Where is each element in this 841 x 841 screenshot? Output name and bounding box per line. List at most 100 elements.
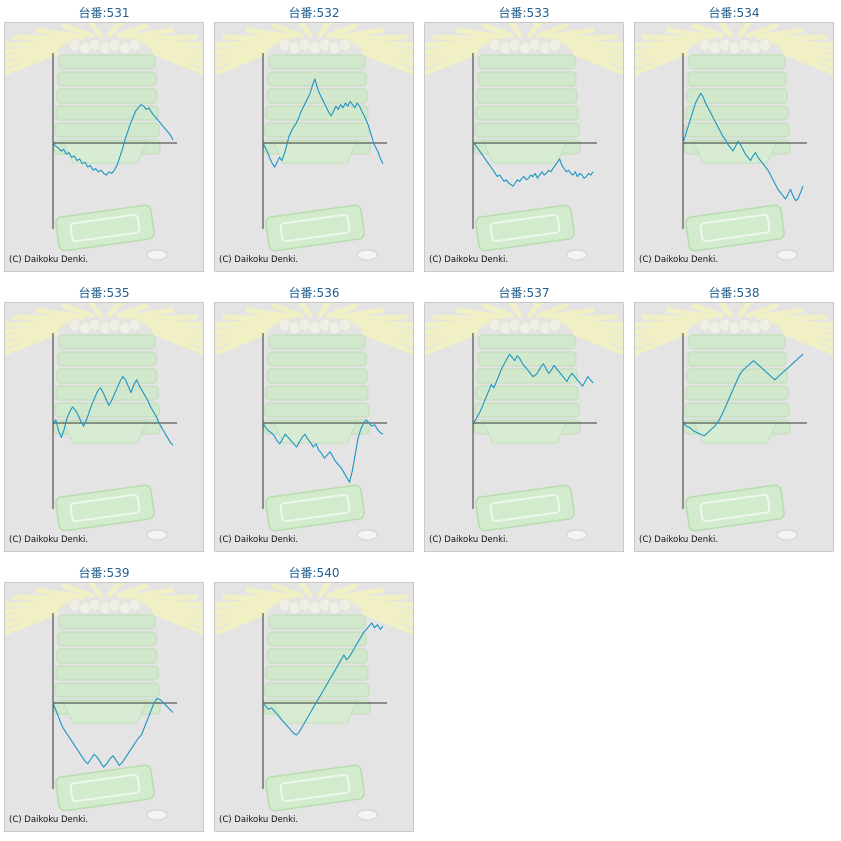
sun-ray	[635, 330, 688, 356]
copyright-text: (C) Daikoku Denki.	[639, 535, 719, 545]
sun-ray	[326, 583, 359, 599]
chart-frame: (C) Daikoku Denki.	[424, 302, 624, 552]
chart-panel: 台番:535 (C) Daikoku Denki.	[2, 280, 206, 556]
machine-slab	[264, 402, 370, 418]
sun-ray	[781, 47, 833, 68]
ornament-dot	[128, 38, 142, 52]
machine-slab	[266, 648, 368, 664]
sun-ray	[455, 27, 506, 40]
sun-ray	[5, 598, 71, 608]
chart-panel: 台番:540 (C) Daikoku Denki.	[212, 560, 416, 836]
sun-ray	[334, 27, 385, 40]
chart-panel: 台番:539 (C) Daikoku Denki.	[2, 560, 206, 836]
chart-title: 台番:538	[708, 286, 760, 300]
sun-ray	[425, 43, 481, 62]
machine-slab	[685, 105, 789, 121]
sun-ray	[425, 47, 479, 69]
sun-ray	[149, 603, 203, 621]
sun-ray	[342, 594, 408, 602]
machine-slab	[264, 122, 370, 138]
sun-ray	[569, 43, 623, 61]
machine-slab	[476, 88, 578, 104]
chart-panel: 台番:536 (C) Daikoku Denki.	[212, 280, 416, 556]
sun-ray	[349, 318, 413, 328]
sun-ray	[12, 314, 78, 322]
sun-ray	[691, 303, 724, 319]
sun-ray	[298, 583, 313, 598]
sun-ray	[215, 330, 268, 356]
sun-ray	[5, 323, 61, 342]
machine-slab	[58, 54, 156, 70]
sun-ray	[779, 323, 833, 341]
sun-ray	[139, 318, 203, 328]
sun-ray	[754, 27, 805, 40]
machine-bowl	[482, 140, 568, 164]
chart-title: 台番:533	[498, 6, 550, 20]
sun-ray	[508, 303, 523, 318]
sun-ray	[5, 603, 61, 622]
sun-ray	[222, 314, 288, 322]
machine-slab	[57, 351, 157, 367]
sun-ray	[635, 41, 695, 55]
sun-ray	[215, 321, 275, 335]
sun-ray	[107, 303, 122, 318]
machine-slab	[58, 614, 156, 630]
sun-ray	[107, 23, 122, 38]
copyright-text: (C) Daikoku Denki.	[639, 255, 719, 265]
sun-ray	[5, 38, 71, 48]
series-line	[52, 697, 174, 768]
machine-slab	[688, 54, 786, 70]
sun-ray	[361, 327, 413, 348]
machine-slab	[685, 385, 789, 401]
chart-panel: 台番:537 (C) Daikoku Denki.	[422, 280, 626, 556]
sun-ray	[222, 34, 288, 42]
machine-slab	[266, 368, 368, 384]
chart-panel: 台番:533 (C) Daikoku Denki.	[422, 0, 626, 276]
sun-ray	[5, 601, 65, 615]
sun-ray	[326, 303, 359, 319]
sun-ray	[5, 318, 71, 328]
tray-shape	[55, 764, 155, 812]
machine-slab	[688, 334, 786, 350]
sun-ray	[152, 330, 203, 355]
tray-shape	[265, 764, 365, 812]
machine-slab	[474, 122, 580, 138]
sun-ray	[326, 23, 359, 39]
sun-ray	[769, 38, 833, 48]
sun-ray	[455, 307, 506, 320]
series-line	[472, 142, 594, 187]
tray-shape	[475, 484, 575, 532]
sun-ray	[342, 314, 408, 322]
sun-ray	[359, 43, 413, 61]
machine-slab	[264, 682, 370, 698]
background-artwork	[425, 303, 623, 541]
sun-ray	[245, 307, 296, 320]
sun-ray	[298, 303, 313, 318]
machine-bowl	[272, 420, 358, 444]
sun-ray	[12, 34, 78, 42]
chart-frame: (C) Daikoku Denki.	[634, 22, 834, 272]
tray-shape	[685, 484, 785, 532]
sun-ray	[215, 610, 268, 636]
machine-slab	[56, 368, 158, 384]
machine-slab	[265, 105, 369, 121]
sun-ray	[5, 327, 59, 349]
sun-ray	[737, 23, 752, 38]
sun-ray	[425, 318, 491, 328]
machine-slab	[54, 682, 160, 698]
sun-ray	[222, 594, 288, 602]
sun-ray	[149, 323, 203, 341]
tray-shape	[55, 204, 155, 252]
machine-slab	[54, 402, 160, 418]
machine-slab	[686, 368, 788, 384]
sun-ray	[425, 330, 478, 356]
sun-ray	[317, 23, 332, 38]
sun-ray	[355, 41, 413, 55]
chart-panel: 台番:534 (C) Daikoku Denki.	[632, 0, 836, 276]
chart-svg	[425, 23, 623, 261]
sun-ray	[215, 43, 271, 62]
sun-ray	[565, 321, 623, 335]
series-line	[262, 78, 384, 168]
sun-ray	[152, 610, 203, 635]
chart-title: 台番:531	[78, 6, 130, 20]
